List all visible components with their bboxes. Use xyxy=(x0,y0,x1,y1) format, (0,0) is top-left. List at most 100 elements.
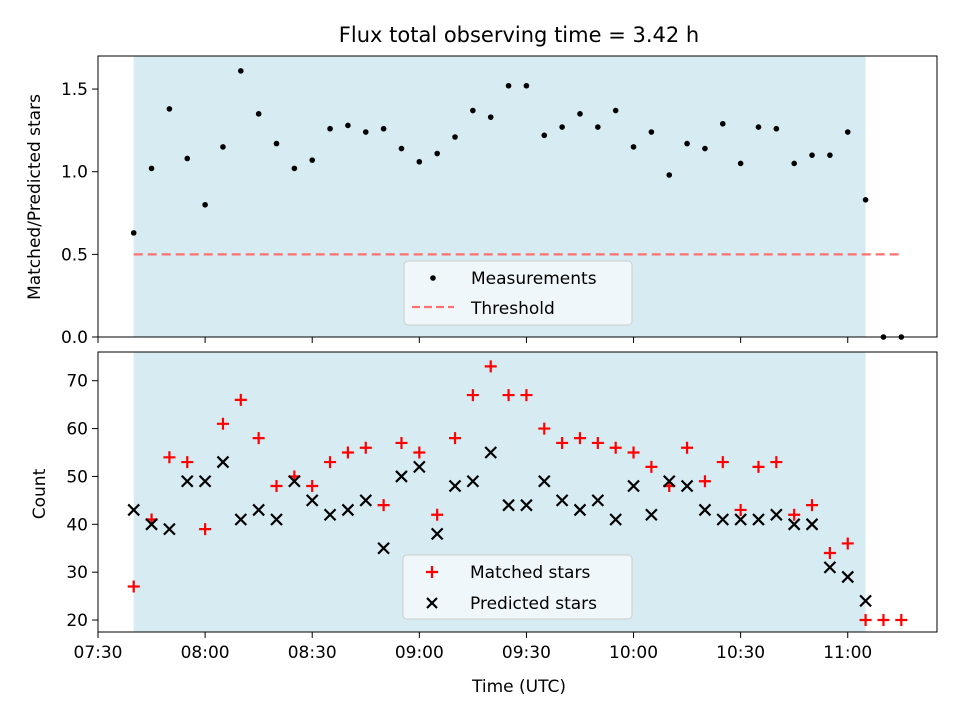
matched-star-point xyxy=(270,480,283,493)
x-tick-label: 08:30 xyxy=(288,643,337,663)
measurement-point xyxy=(416,158,423,165)
x-tick-label: 09:00 xyxy=(395,643,444,663)
predicted-star-point xyxy=(252,503,265,517)
predicted-star-point xyxy=(752,513,765,526)
matched-star-point xyxy=(163,451,176,464)
top-legend-box xyxy=(403,260,633,326)
bottom-y-tick-label: 30 xyxy=(66,563,88,583)
matched-star-point xyxy=(538,422,551,435)
x-tick-label: 07:30 xyxy=(74,643,123,663)
bottom-y-tick-label: 50 xyxy=(66,467,88,487)
predicted-star-point xyxy=(680,479,694,493)
matched-star-point xyxy=(377,499,390,512)
measurement-point xyxy=(630,144,637,150)
predicted-star-point xyxy=(734,513,747,526)
measurement-point xyxy=(202,201,208,208)
measurement-point xyxy=(541,132,548,139)
measurement-point xyxy=(827,152,833,158)
matched-star-point xyxy=(431,508,444,521)
measurement-point xyxy=(434,150,440,157)
legend-label-measurements: Measurements xyxy=(471,269,597,289)
predicted-star-point xyxy=(270,513,283,526)
matched-star-point xyxy=(127,580,140,593)
x-axis-label: Time (UTC) xyxy=(471,677,566,697)
matched-star-point xyxy=(788,508,801,521)
measurement-point xyxy=(773,125,780,132)
matched-star-point xyxy=(716,456,729,469)
matched-star-point xyxy=(841,537,854,550)
predicted-star-point xyxy=(234,513,248,526)
matched-star-point xyxy=(752,460,765,473)
measurement-point xyxy=(273,140,280,147)
top-y-tick-label: 0.0 xyxy=(61,328,88,348)
measurement-point xyxy=(184,155,191,162)
bottom-y-axis-label: Count xyxy=(30,468,50,519)
predicted-star-point xyxy=(395,470,408,483)
predicted-star-point xyxy=(359,494,373,507)
measurement-point xyxy=(595,124,601,130)
measurement-point xyxy=(684,140,690,147)
top-y-tick-label: 1.0 xyxy=(61,163,88,183)
matched-star-point xyxy=(556,436,569,449)
predicted-star-point xyxy=(502,498,515,512)
predicted-star-point xyxy=(555,494,569,507)
predicted-star-point xyxy=(180,474,194,488)
bottom-legend: Matched stars Predicted stars xyxy=(402,554,633,620)
matched-star-point xyxy=(770,456,783,469)
legend-label-predicted-stars: Predicted stars xyxy=(470,594,597,614)
x-tick-label: 08:00 xyxy=(181,643,230,663)
predicted-star-point xyxy=(770,508,783,522)
top-y-tick-label: 1.5 xyxy=(61,80,88,100)
measurement-point xyxy=(398,145,405,152)
measurement-point xyxy=(487,114,494,120)
matched-star-point xyxy=(895,614,908,627)
measurements-legend-marker xyxy=(430,275,436,281)
predicted-star-point xyxy=(377,541,390,555)
predicted-star-point xyxy=(520,498,533,512)
predicted-star-point xyxy=(145,518,158,531)
measurement-point xyxy=(755,124,762,130)
measurement-point xyxy=(148,165,155,172)
predicted-star-point xyxy=(466,474,480,488)
matched-star-point xyxy=(216,417,229,430)
measurement-point xyxy=(238,68,244,74)
matched-star-point xyxy=(681,441,694,454)
predicted-star-point xyxy=(859,594,872,608)
predicted-star-point xyxy=(323,508,337,522)
matched-star-point xyxy=(484,360,497,373)
top-axes-frame xyxy=(97,55,938,338)
measurement-point xyxy=(345,122,351,129)
measurement-point xyxy=(380,125,387,132)
measurement-point xyxy=(666,172,673,178)
top-y-axis-label: Matched/Predicted stars xyxy=(25,94,45,300)
x-tick-label: 09:30 xyxy=(502,643,551,663)
predicted-star-point xyxy=(216,455,230,469)
measurement-point xyxy=(166,106,173,112)
matched-star-point xyxy=(199,523,212,536)
chart-title: Flux total observing time = 3.42 h xyxy=(339,23,699,47)
matched-star-point xyxy=(466,389,479,402)
predicted-star-point xyxy=(341,503,355,517)
bottom-plot: 20 30 40 50 60 70 07:30 08:00 08:30 09:00 09:30 10:… xyxy=(66,351,938,663)
measurement-point xyxy=(844,129,851,135)
predicted-star-point xyxy=(627,479,640,493)
predicted-star-point xyxy=(805,518,819,531)
matched-star-point xyxy=(645,460,658,473)
matched-stars-legend-marker xyxy=(426,566,438,578)
measurement-point xyxy=(452,134,458,140)
matched-star-point xyxy=(181,456,194,469)
bottom-axes-frame xyxy=(97,351,938,633)
measurement-point xyxy=(559,124,565,130)
matched-star-point xyxy=(859,614,872,627)
predicted-star-point xyxy=(127,503,140,517)
legend-label-matched-stars: Matched stars xyxy=(470,563,590,583)
measurement-point xyxy=(523,82,530,89)
measurement-point xyxy=(719,120,726,127)
matched-star-point xyxy=(324,456,337,469)
measurement-point xyxy=(470,107,476,114)
bottom-y-tick-label: 20 xyxy=(66,611,88,631)
matched-star-point xyxy=(359,441,372,454)
x-tick-label: 10:30 xyxy=(716,643,765,663)
measurement-point xyxy=(862,197,869,203)
predicted-star-point xyxy=(484,446,498,459)
